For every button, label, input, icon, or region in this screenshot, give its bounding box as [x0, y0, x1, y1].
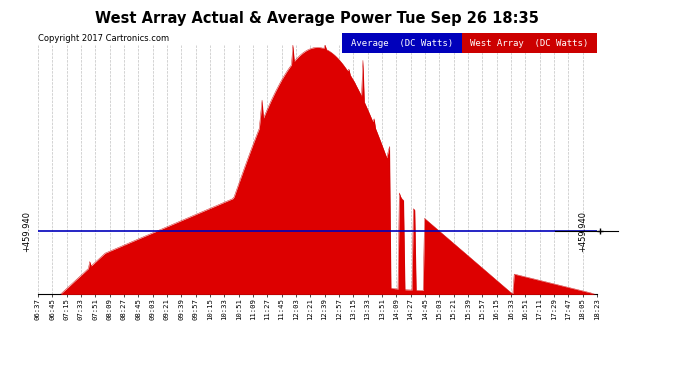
Text: West Array Actual & Average Power Tue Sep 26 18:35: West Array Actual & Average Power Tue Se…	[95, 11, 540, 26]
Text: +459.940: +459.940	[578, 211, 586, 252]
Text: +459.940: +459.940	[22, 211, 31, 252]
Text: West Array  (DC Watts): West Array (DC Watts)	[471, 39, 589, 48]
Text: Copyright 2017 Cartronics.com: Copyright 2017 Cartronics.com	[38, 34, 169, 43]
Text: Average  (DC Watts): Average (DC Watts)	[351, 39, 453, 48]
